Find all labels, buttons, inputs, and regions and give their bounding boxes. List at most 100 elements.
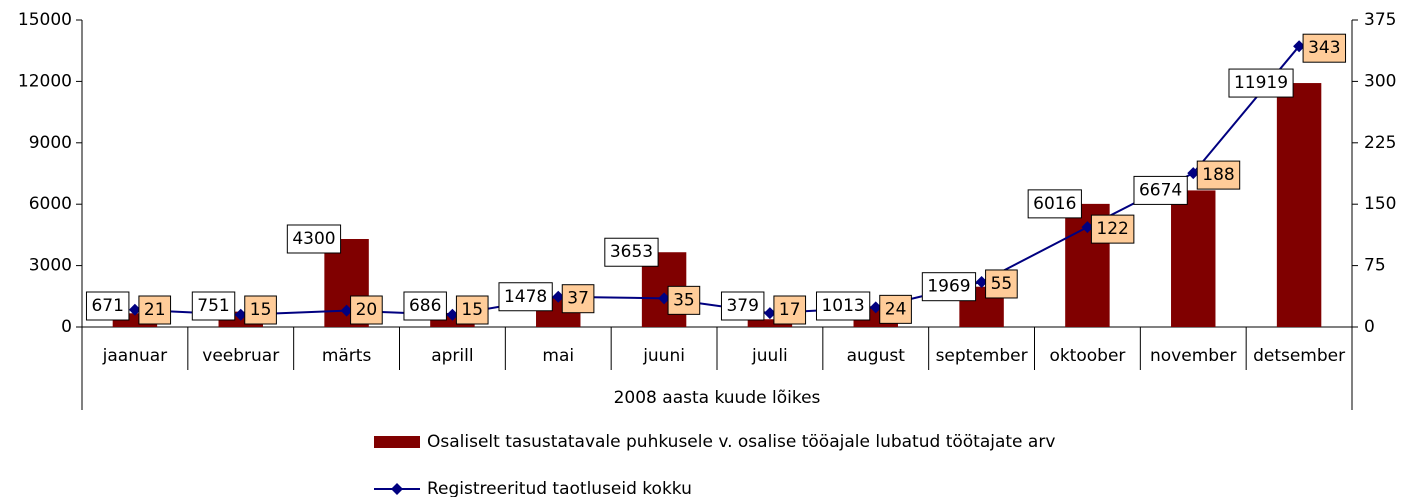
data-label: 1013 bbox=[821, 296, 864, 316]
data-label-box bbox=[455, 295, 489, 325]
data-label: 6674 bbox=[1139, 180, 1182, 200]
marker bbox=[128, 303, 141, 316]
marker bbox=[763, 307, 776, 320]
y-tick-label: 6000 bbox=[29, 194, 72, 214]
x-tick-label: november bbox=[1150, 346, 1237, 366]
data-label-box bbox=[191, 291, 236, 321]
data-label: 20 bbox=[356, 300, 378, 320]
data-label-group: 37 bbox=[561, 284, 595, 314]
data-label: 6016 bbox=[1033, 194, 1076, 214]
data-label-group: 343 bbox=[1302, 33, 1347, 63]
y-tick-label: 9000 bbox=[29, 133, 72, 153]
data-label-group: 188 bbox=[1196, 160, 1241, 190]
x-axis-title: 2008 aasta kuude lõikes bbox=[614, 388, 821, 408]
y-tick-label: 0 bbox=[61, 317, 72, 337]
x-tick-label: juuli bbox=[751, 346, 788, 366]
data-label: 21 bbox=[144, 300, 166, 320]
data-label-group: 17 bbox=[773, 295, 807, 325]
y-tick-label: 3000 bbox=[29, 256, 72, 276]
data-label: 1969 bbox=[927, 277, 970, 297]
data-label-box bbox=[561, 284, 595, 314]
data-label-group: 6674 bbox=[1133, 175, 1188, 205]
data-label-box bbox=[1196, 160, 1241, 190]
data-label: 37 bbox=[567, 289, 589, 309]
marker bbox=[446, 308, 459, 321]
x-tick-label: mai bbox=[542, 346, 574, 366]
data-label: 15 bbox=[250, 300, 272, 320]
data-label: 17 bbox=[779, 300, 801, 320]
data-label: 751 bbox=[197, 296, 229, 316]
legend-marker bbox=[391, 483, 403, 495]
data-label-group: 1478 bbox=[498, 282, 553, 312]
data-label-box bbox=[244, 295, 277, 325]
data-label-box bbox=[667, 285, 701, 315]
data-label-group: 15 bbox=[244, 295, 277, 325]
legend-swatch bbox=[374, 436, 420, 448]
marker bbox=[340, 304, 353, 317]
legend-label: Osaliselt tasustatavale puhkusele v. osa… bbox=[427, 432, 1055, 452]
data-label: 35 bbox=[673, 290, 695, 310]
x-tick-label: märts bbox=[322, 346, 372, 366]
x-tick-label: august bbox=[847, 346, 906, 366]
data-label: 343 bbox=[1308, 38, 1340, 58]
data-label-box bbox=[921, 272, 977, 302]
x-tick-label: jaanuar bbox=[102, 346, 168, 366]
data-label-box bbox=[604, 237, 659, 267]
data-label-group: 686 bbox=[403, 291, 447, 321]
y-tick-label: 15000 bbox=[18, 10, 72, 30]
data-label: 15 bbox=[461, 300, 483, 320]
marker bbox=[234, 308, 247, 321]
data-label-box bbox=[498, 282, 553, 312]
line bbox=[134, 45, 1300, 316]
data-label-group: 15 bbox=[455, 295, 489, 325]
data-label-group: 24 bbox=[879, 294, 912, 324]
y2-tick-label: 375 bbox=[1364, 10, 1396, 30]
data-label-box bbox=[403, 291, 447, 321]
data-label-group: 35 bbox=[667, 285, 701, 315]
y2-tick-label: 225 bbox=[1364, 133, 1396, 153]
x-tick-label: detsember bbox=[1253, 346, 1345, 366]
y-tick-label: 12000 bbox=[18, 71, 72, 91]
data-label-box bbox=[1302, 33, 1347, 63]
marker bbox=[552, 290, 565, 303]
data-label-box bbox=[815, 291, 871, 321]
data-label: 686 bbox=[409, 296, 441, 316]
y2-tick-label: 75 bbox=[1364, 256, 1386, 276]
data-label-group: 4300 bbox=[286, 224, 342, 254]
data-label-box bbox=[1133, 175, 1188, 205]
data-label-group: 751 bbox=[191, 291, 236, 321]
data-label-group: 6016 bbox=[1027, 189, 1082, 219]
data-label: 3653 bbox=[610, 242, 653, 262]
bar bbox=[747, 319, 793, 327]
y2-tick-label: 0 bbox=[1364, 317, 1375, 337]
data-label: 122 bbox=[1096, 219, 1128, 239]
data-label: 24 bbox=[885, 299, 907, 319]
data-label-box bbox=[85, 291, 130, 321]
data-label: 188 bbox=[1202, 165, 1234, 185]
data-label-box bbox=[1090, 214, 1135, 244]
marker bbox=[1187, 167, 1200, 180]
marker bbox=[658, 292, 671, 305]
marker bbox=[1293, 40, 1306, 53]
data-label-group: 3653 bbox=[604, 237, 659, 267]
x-tick-label: juuni bbox=[642, 346, 685, 366]
legend-label: Registreeritud taotluseid kokku bbox=[427, 479, 692, 497]
data-label: 379 bbox=[726, 296, 758, 316]
x-tick-label: oktoober bbox=[1049, 346, 1125, 366]
data-label-box bbox=[1027, 189, 1082, 219]
y2-tick-label: 300 bbox=[1364, 71, 1396, 91]
bar bbox=[1276, 83, 1322, 327]
data-label: 1478 bbox=[504, 287, 547, 307]
data-label-box bbox=[1228, 68, 1294, 98]
data-label-group: 1013 bbox=[815, 291, 871, 321]
data-label-box bbox=[286, 224, 342, 254]
data-label: 4300 bbox=[292, 229, 335, 249]
data-label-group: 55 bbox=[985, 269, 1018, 299]
marker bbox=[869, 301, 882, 314]
data-label: 11919 bbox=[1234, 73, 1288, 93]
data-label-group: 1969 bbox=[921, 272, 977, 302]
data-label-group: 671 bbox=[85, 291, 130, 321]
x-tick-label: veebruar bbox=[202, 346, 279, 366]
bar bbox=[1171, 190, 1216, 327]
data-label-group: 11919 bbox=[1228, 68, 1294, 98]
